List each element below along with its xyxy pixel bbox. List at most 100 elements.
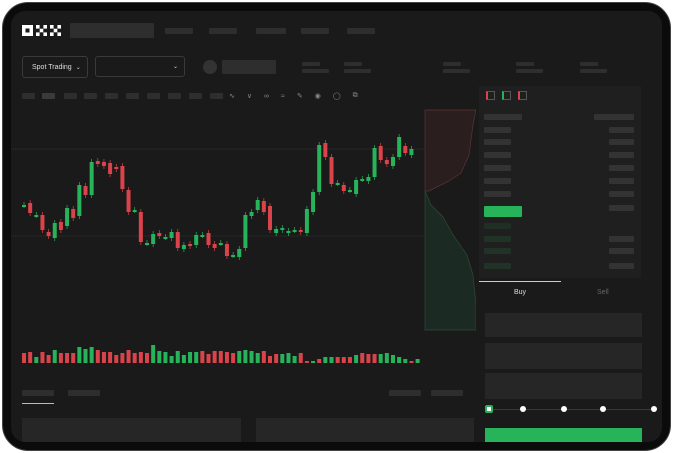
screen: Spot Trading ⌄ ⌄ ∿ ∨ ∞ ≈ ✎ ◉ ◯ ⧉ Buy Sell [11, 11, 662, 442]
bid-amount [609, 236, 634, 242]
order-history-tab[interactable] [68, 390, 100, 396]
fullscreen-icon[interactable]: ⧉ [352, 92, 358, 99]
candlestick-chart[interactable] [11, 105, 476, 375]
volume-bar [200, 351, 205, 363]
timeframe-button[interactable] [105, 93, 118, 99]
chart-type-icon[interactable]: ∨ [246, 93, 252, 100]
timeframe-button[interactable] [189, 93, 202, 99]
orderbook-header [484, 114, 522, 120]
candle [255, 200, 260, 210]
bid-price [484, 223, 511, 229]
orders-panel [22, 418, 241, 442]
nav-item[interactable] [165, 28, 193, 34]
ask-price [484, 191, 511, 197]
bid-price [484, 248, 511, 254]
market-type-label: Spot Trading [32, 63, 72, 71]
depth-asks [424, 109, 476, 192]
candle [280, 228, 285, 230]
price-input[interactable] [485, 313, 642, 337]
candle [304, 209, 309, 233]
nav-item[interactable] [347, 28, 375, 34]
candle [274, 229, 279, 233]
candle [169, 232, 174, 238]
slider-handle[interactable] [485, 405, 493, 413]
candle [77, 185, 82, 216]
volume-bar [212, 351, 217, 363]
open-orders-tab[interactable] [22, 390, 54, 396]
volume-bar [188, 352, 193, 363]
timeframe-button[interactable] [64, 93, 77, 99]
volume-bar [169, 356, 174, 363]
timeframe-button[interactable] [42, 93, 55, 99]
nav-item[interactable] [209, 28, 237, 34]
volume-bar [354, 355, 359, 363]
volume-bar [224, 352, 229, 363]
buy-submit-button[interactable] [485, 428, 642, 442]
indicator-icon[interactable]: ∿ [229, 93, 235, 100]
filter-button[interactable] [389, 390, 421, 396]
timeframe-button[interactable] [147, 93, 160, 99]
ask-amount [609, 139, 634, 145]
volume-bar [268, 356, 272, 363]
volume-bar [120, 353, 125, 363]
volume-bar [71, 353, 76, 363]
volume-bar [132, 353, 137, 363]
volume-bar [83, 349, 88, 363]
volume-bar [360, 353, 365, 363]
timeframe-button[interactable] [22, 93, 35, 99]
slider-stop-25[interactable] [520, 406, 526, 412]
timeframe-button[interactable] [168, 93, 181, 99]
ask-amount [609, 191, 634, 197]
volume-bar [138, 352, 143, 363]
candle [329, 157, 334, 184]
slider-stop-50[interactable] [561, 406, 567, 412]
filter-button[interactable] [431, 390, 463, 396]
volume-bar [415, 359, 420, 363]
volume-bar [175, 351, 180, 363]
timeframe-button[interactable] [210, 93, 223, 99]
target-icon[interactable]: ◉ [314, 93, 321, 100]
asks-view-icon[interactable] [518, 91, 527, 100]
candle [347, 190, 352, 192]
volume-bar [46, 355, 51, 363]
slider-stop-75[interactable] [600, 406, 606, 412]
volume-bar [237, 351, 242, 363]
candle [181, 245, 186, 249]
market-type-dropdown[interactable]: Spot Trading ⌄ [22, 56, 88, 78]
slider-stop-100[interactable] [651, 406, 657, 412]
timeframe-button[interactable] [84, 93, 97, 99]
nav-item[interactable] [301, 28, 329, 34]
total-input[interactable] [485, 373, 642, 399]
candle [108, 163, 113, 174]
amount-slider[interactable] [489, 409, 657, 410]
volume-bar [311, 361, 316, 363]
volume-bar [323, 357, 328, 363]
volume-bar [108, 352, 113, 363]
timeframe-button[interactable] [126, 93, 139, 99]
candle [157, 233, 162, 236]
volume-bar [243, 350, 248, 363]
ask-price [484, 127, 511, 133]
settings-icon[interactable]: ∞ [264, 92, 269, 100]
volume-bar [292, 356, 297, 363]
depth-bids [424, 190, 476, 331]
sell-tab[interactable]: Sell [597, 289, 609, 296]
candle [311, 192, 316, 212]
pair-dropdown[interactable]: ⌄ [95, 56, 185, 77]
amount-input[interactable] [485, 343, 642, 369]
volume-bar [372, 354, 377, 363]
both-view-icon[interactable] [486, 91, 495, 100]
line-tool-icon[interactable]: ≈ [281, 92, 285, 100]
chart-tools: ∿ ∨ ∞ ≈ ✎ ◉ ◯ ⧉ [229, 90, 399, 102]
nav-item[interactable] [256, 28, 286, 34]
search-bar[interactable] [70, 23, 154, 38]
volume-bar [40, 352, 45, 363]
candle [237, 249, 242, 257]
bids-view-icon[interactable] [502, 91, 511, 100]
volume-bar [206, 354, 211, 363]
buy-tab[interactable]: Buy [514, 289, 527, 296]
camera-icon[interactable]: ◯ [332, 93, 341, 100]
draw-icon[interactable]: ✎ [296, 93, 303, 100]
candle [409, 149, 414, 155]
candle [403, 146, 408, 153]
